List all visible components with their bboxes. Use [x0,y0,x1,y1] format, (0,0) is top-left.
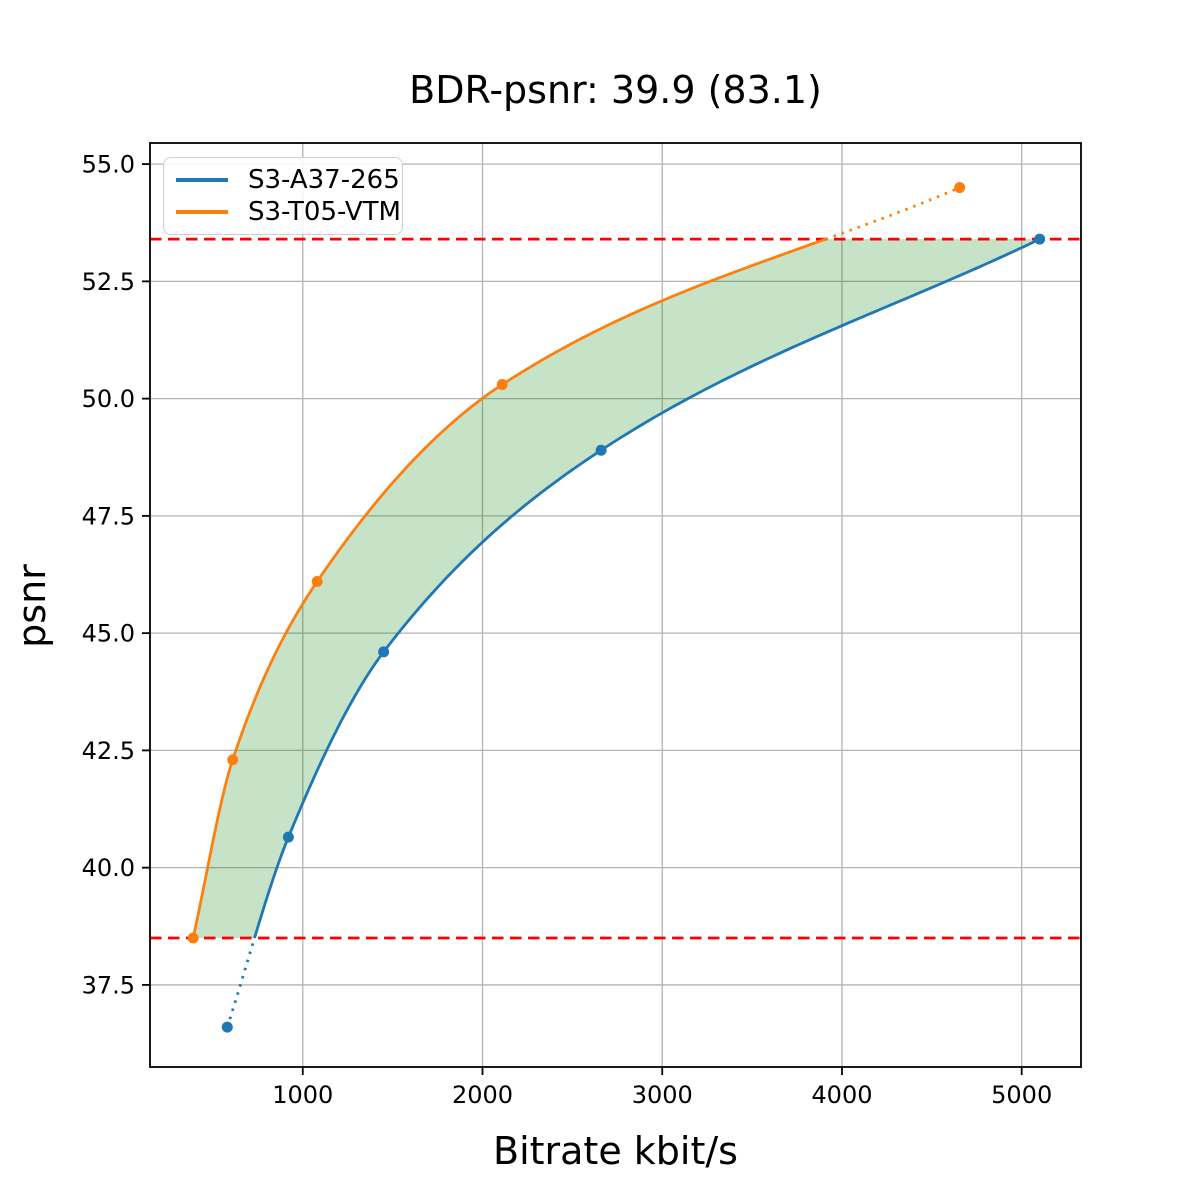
tick-labels: 1000 2000 3000 4000 5000 37.5 40.0 42.5 45.0 47.5… [82,151,1053,1109]
legend: S3-A37-265 S3-T05-VTM [163,157,403,235]
x-axis-label: Bitrate kbit/s [493,1129,738,1173]
legend-item-label: S3-A37-265 [248,165,400,195]
y-axis-label: psnr [10,564,54,648]
series-S3-T05-VTM [187,182,966,944]
y-tick-label: 55.0 [82,151,135,179]
legend-item: S3-A37-265 [176,164,400,196]
data-point-marker [227,754,239,766]
data-point-marker [595,444,607,456]
data-point-marker [187,932,199,944]
x-tick-label: 1000 [272,1081,333,1109]
y-tick-label: 40.0 [82,854,135,882]
data-point-marker [311,576,323,588]
curve-solid-segment [191,237,827,939]
data-point-marker [1034,233,1046,245]
chart-title: BDR-psnr: 39.9 (83.1) [409,68,822,112]
y-tick-label: 52.5 [82,268,135,296]
axis-ticks [142,163,1023,1075]
data-point-marker [221,1021,233,1033]
data-point-marker [954,182,966,194]
x-tick-label: 4000 [811,1081,872,1109]
data-point-marker [378,646,390,658]
plot-border [149,142,1082,1068]
grid [150,143,1081,1067]
curve-dotted-segment [225,937,256,1028]
data-point-marker [282,831,294,843]
curve-dotted-segment [825,186,961,241]
legend-item: S3-T05-VTM [176,196,401,228]
curve-solid-segment [253,237,1041,939]
reference-lines [150,237,1081,940]
x-tick-label: 2000 [452,1081,513,1109]
legend-line-sample [176,178,228,182]
y-tick-label: 50.0 [82,385,135,413]
data-point-marker [496,379,508,391]
y-tick-label: 37.5 [82,971,135,999]
y-tick-label: 45.0 [82,620,135,648]
y-tick-label: 42.5 [82,737,135,765]
series-S3-A37-265 [221,233,1046,1033]
bd-rate-overlap-band [193,239,1040,939]
legend-item-label: S3-T05-VTM [248,197,401,227]
x-tick-label: 3000 [632,1081,693,1109]
y-tick-label: 47.5 [82,502,135,530]
legend-line-sample [176,210,228,214]
x-tick-label: 5000 [991,1081,1052,1109]
